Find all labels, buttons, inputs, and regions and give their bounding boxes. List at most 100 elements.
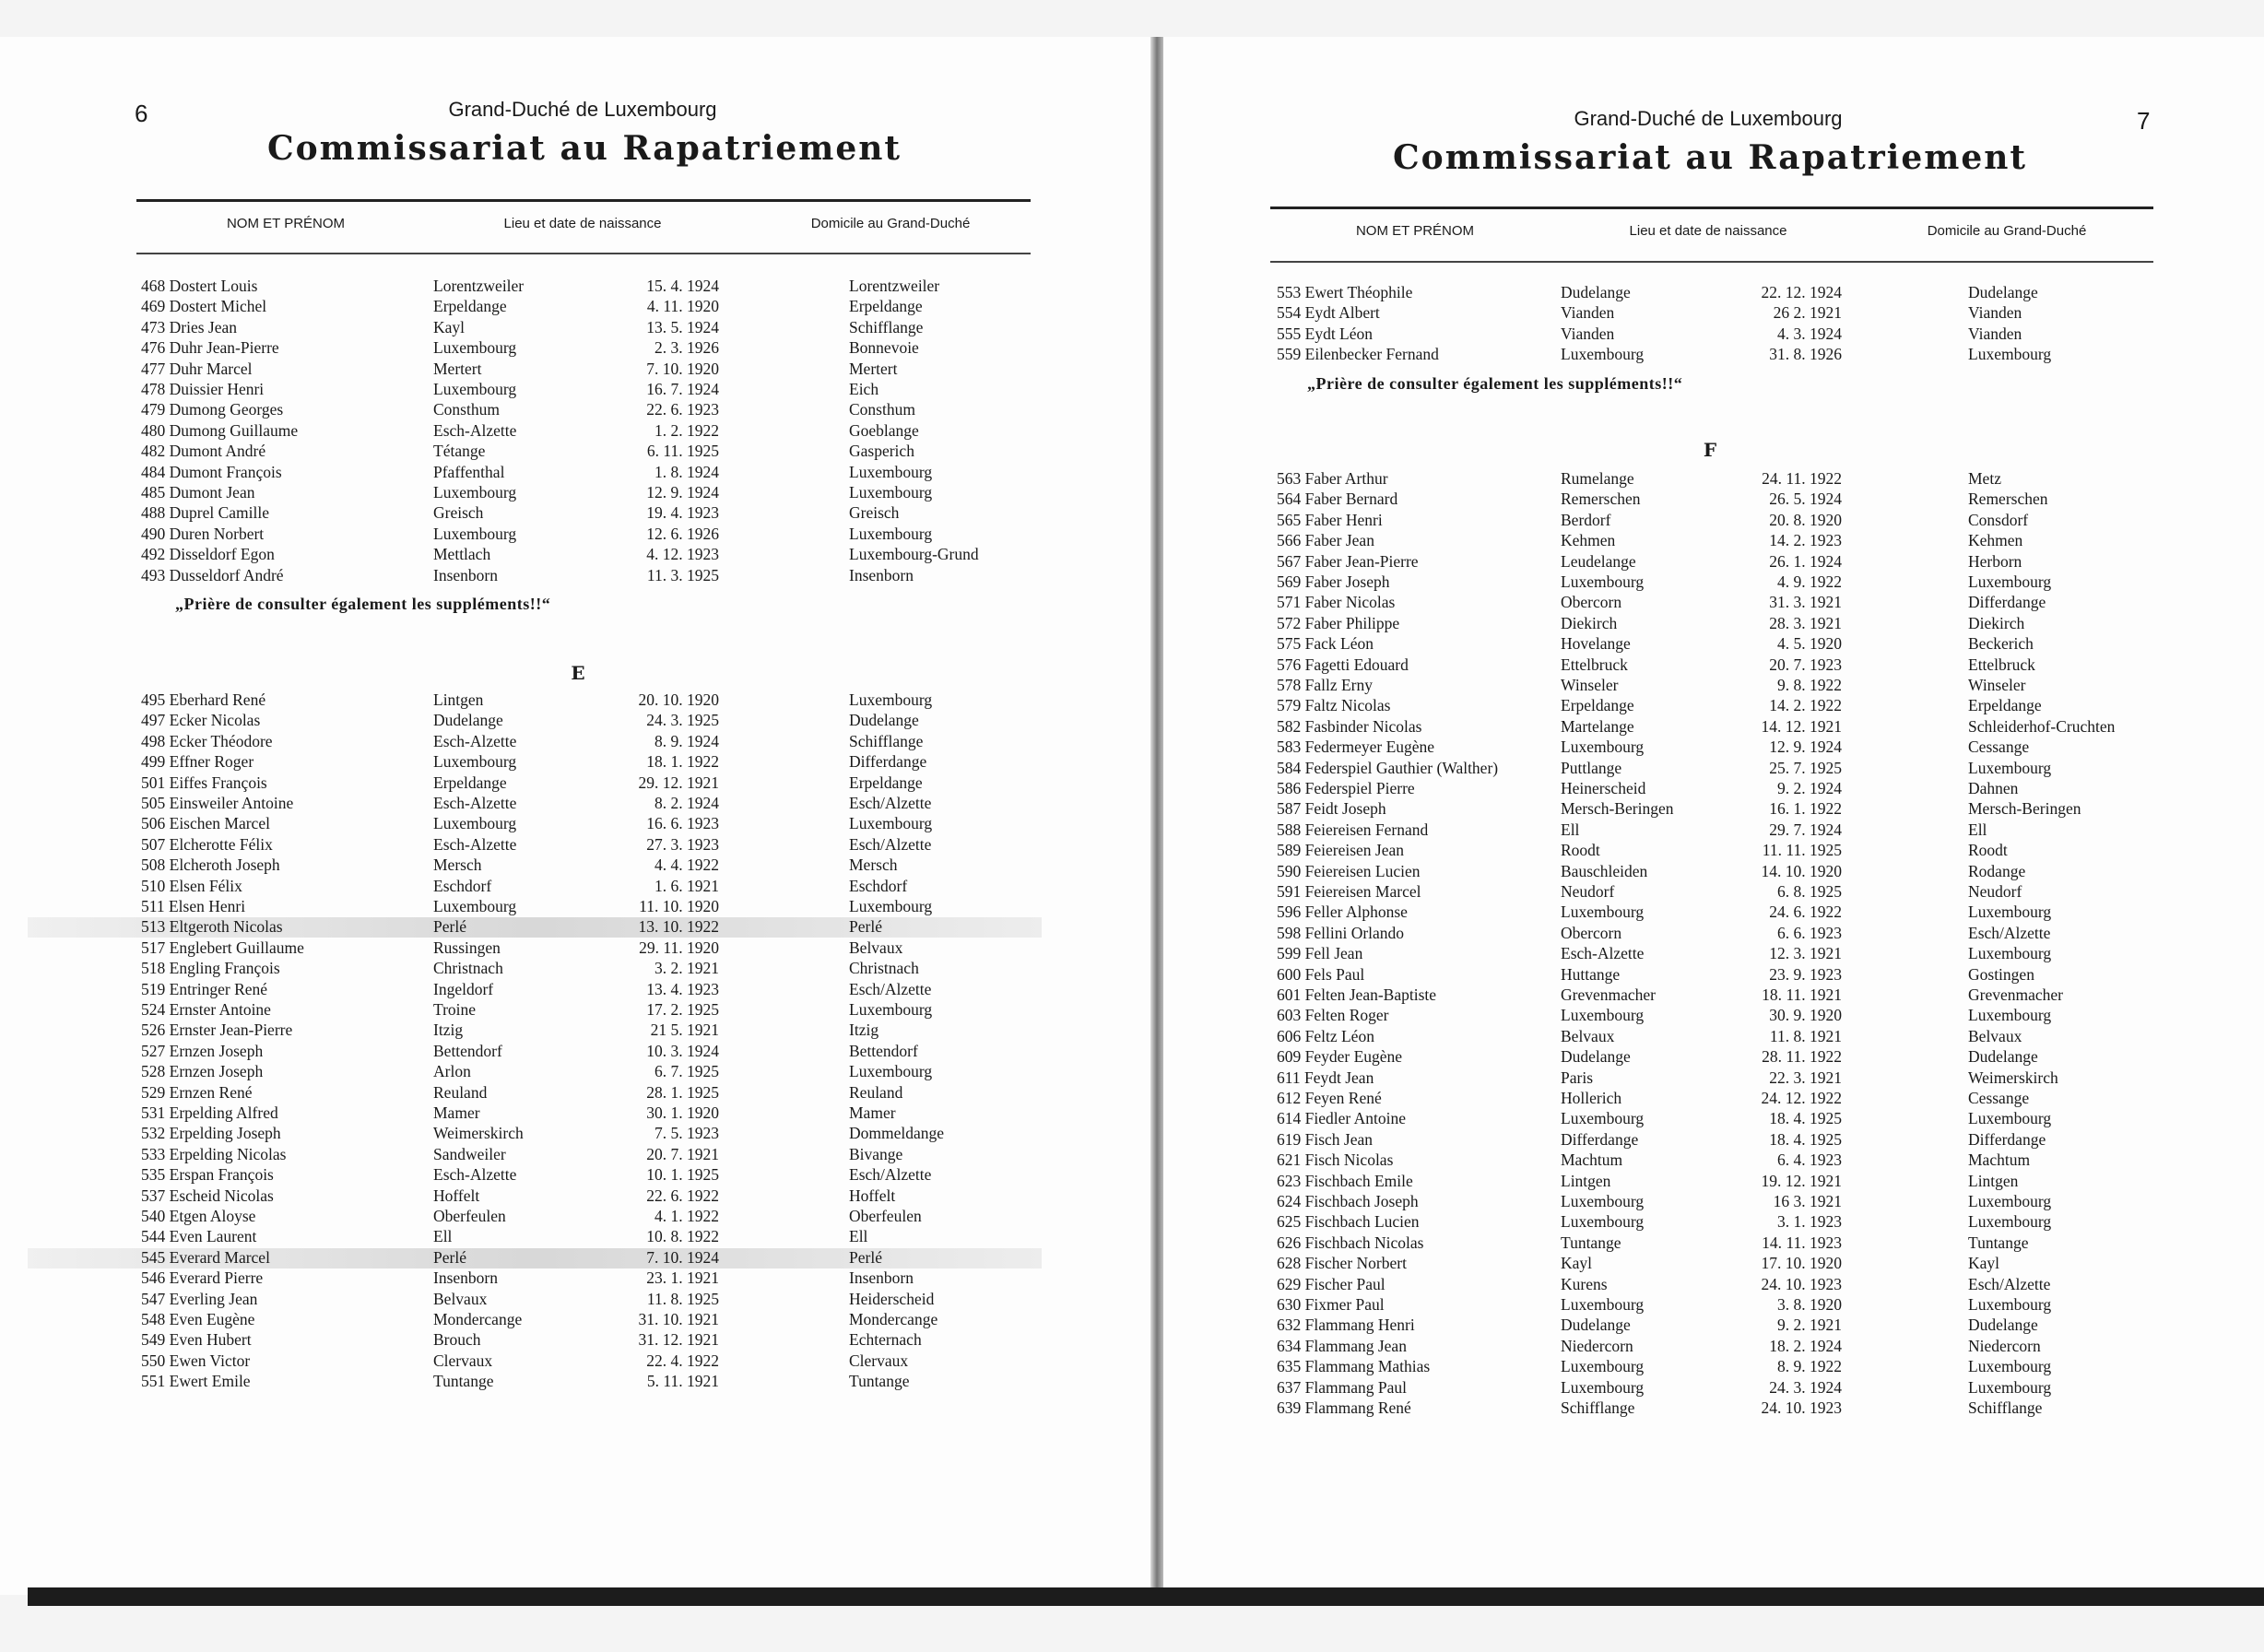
entry-number-and-name: 565 Faber Henri <box>1277 511 1383 530</box>
table-row: 566 Faber Jean Kehmen 14. 2. 1923 Kehmen <box>1272 531 2157 551</box>
entry-number-and-name: 473 Dries Jean <box>141 318 237 337</box>
birth-date: 7. 10. 1920 <box>646 359 719 378</box>
table-row: 498 Ecker Théodore Esch-Alzette 8. 9. 1924… <box>28 732 1042 752</box>
entry-number-and-name: 626 Fischbach Nicolas <box>1277 1233 1423 1253</box>
entry-number: 634 <box>1277 1336 1302 1355</box>
entry-name: Fellini Orlando <box>1304 923 1405 942</box>
entry-number: 637 <box>1277 1377 1302 1397</box>
domicile: Rodange <box>1968 861 2026 880</box>
birth-date: 27. 3. 1923 <box>646 834 719 854</box>
birthplace: Troine <box>433 1000 477 1019</box>
birth-date: 18. 4. 1925 <box>1769 1129 1842 1149</box>
birth-date: 22. 3. 1921 <box>1769 1068 1842 1087</box>
table-row: 499 Effner Roger Luxembourg 18. 1. 1922 Dif… <box>28 752 1042 773</box>
right-page <box>1160 37 2264 1595</box>
birth-date: 3. 2. 1921 <box>654 959 719 978</box>
birthplace: Machtum <box>1561 1150 1623 1170</box>
entry-number-and-name: 609 Feyder Eugène <box>1277 1047 1402 1067</box>
entry-number: 524 <box>141 1000 166 1019</box>
entry-number-and-name: 528 Ernzen Joseph <box>141 1062 263 1081</box>
birthplace: Lintgen <box>433 690 484 709</box>
birthplace: Luxembourg <box>1561 903 1645 922</box>
entry-number: 508 <box>141 856 166 875</box>
birthplace: Leudelange <box>1561 551 1636 571</box>
birth-date: 11. 11. 1925 <box>1762 841 1842 860</box>
entry-name: Feyder Eugène <box>1304 1047 1403 1067</box>
entry-number: 579 <box>1277 696 1302 715</box>
entry-number-and-name: 548 Even Eugène <box>141 1310 254 1329</box>
entry-number: 484 <box>141 462 166 481</box>
table-row: 572 Faber Philippe Diekirch 28. 3. 1921 Die… <box>1272 614 2157 634</box>
book-spine <box>1150 37 1163 1604</box>
table-row: 547 Everling Jean Belvaux 11. 8. 1925 Heide… <box>28 1290 1042 1310</box>
entry-name: Fallz Erny <box>1304 676 1374 694</box>
domicile: Hoffelt <box>849 1186 896 1205</box>
entry-number-and-name: 507 Elcherotte Félix <box>141 835 273 855</box>
entry-number: 519 <box>141 979 166 998</box>
entry-number-and-name: 480 Dumong Guillaume <box>141 421 298 441</box>
entry-number: 566 <box>1277 531 1302 550</box>
entry-number: 507 <box>141 834 166 854</box>
entry-name: Dries Jean <box>169 317 238 336</box>
birthplace: Russingen <box>433 938 501 957</box>
domicile: Luxembourg <box>849 690 933 709</box>
entry-number: 535 <box>141 1165 166 1185</box>
entry-number-and-name: 476 Duhr Jean-Pierre <box>141 338 279 358</box>
entry-name: Feltz Léon <box>1304 1026 1374 1045</box>
table-row: 511 Elsen Henri Luxembourg 11. 10. 1920 Lux… <box>28 897 1042 917</box>
domicile: Eich <box>849 380 879 398</box>
entry-name: Erpelding Alfred <box>169 1103 278 1122</box>
birthplace: Erpeldange <box>433 773 507 792</box>
table-row: 588 Feiereisen Fernand Ell 29. 7. 1924 Ell <box>1272 820 2157 841</box>
table-row: 559 Eilenbecker Fernand Luxembourg 31. 8. … <box>1272 345 2157 365</box>
domicile: Christnach <box>849 959 919 978</box>
entry-name: Escheid Nicolas <box>169 1186 274 1205</box>
birthplace: Mertert <box>433 359 482 378</box>
birth-date: 19. 12. 1921 <box>1761 1171 1843 1190</box>
entry-number: 624 <box>1277 1192 1302 1210</box>
entry-name: Federspiel Pierre <box>1304 779 1415 797</box>
birth-date: 22. 6. 1923 <box>646 400 719 419</box>
entry-name: Effner Roger <box>169 752 254 772</box>
domicile: Luxembourg <box>1968 1377 2052 1397</box>
domicile: Vianden <box>1968 303 2022 323</box>
birth-date: 14. 2. 1922 <box>1769 696 1842 715</box>
domicile: Erpeldange <box>849 297 923 316</box>
entry-number-and-name: 596 Feller Alphonse <box>1277 903 1408 922</box>
domicile: Schifflange <box>1968 1398 2043 1417</box>
birth-date: 23. 9. 1923 <box>1769 964 1842 984</box>
left-page <box>0 37 1154 1595</box>
entry-number-and-name: 624 Fischbach Joseph <box>1277 1192 1419 1211</box>
table-row: 632 Flammang Henri Dudelange 9. 2. 1921 Dud… <box>1272 1316 2157 1336</box>
domicile: Luxembourg <box>849 524 933 543</box>
table-row: 611 Feydt Jean Paris 22. 3. 1921 Weimerskir… <box>1272 1068 2157 1089</box>
domicile: Gostingen <box>1968 964 2034 984</box>
table-row: 601 Felten Jean-Baptiste Grevenmacher 18. … <box>1272 985 2157 1006</box>
entry-number: 590 <box>1277 861 1302 880</box>
country-heading: Grand-Duché de Luxembourg <box>448 98 717 121</box>
entry-number-and-name: 559 Eilenbecker Fernand <box>1277 345 1439 364</box>
entry-name: Dumong Guillaume <box>169 420 299 440</box>
birth-date: 21 5. 1921 <box>650 1021 719 1040</box>
entry-number: 468 <box>141 277 166 295</box>
birthplace: Luxembourg <box>1561 738 1645 757</box>
birth-date: 29. 12. 1921 <box>638 773 720 792</box>
entry-name: Duprel Camille <box>169 503 270 523</box>
entry-number: 493 <box>141 565 166 584</box>
entry-name: Fisch Jean <box>1304 1129 1374 1149</box>
table-row: 484 Dumont François Pfaffenthal 1. 8. 1924… <box>28 463 1042 483</box>
birthplace: Ell <box>1561 820 1580 839</box>
birthplace: Luxembourg <box>1561 1192 1645 1210</box>
birth-date: 4. 9. 1922 <box>1777 572 1842 591</box>
birth-date: 4. 3. 1924 <box>1777 324 1842 343</box>
birthplace: Luxembourg <box>1561 1212 1645 1232</box>
entry-number: 555 <box>1277 324 1302 343</box>
domicile: Tuntange <box>1968 1233 2029 1252</box>
table-row: 634 Flammang Jean Niedercorn 18. 2. 1924 Ni… <box>1272 1337 2157 1357</box>
entry-number-and-name: 526 Ernster Jean-Pierre <box>141 1021 292 1040</box>
domicile: Goeblange <box>849 420 919 440</box>
domicile: Ell <box>849 1227 868 1246</box>
table-row: 540 Etgen Aloyse Oberfeulen 4. 1. 1922 Ober… <box>28 1207 1042 1227</box>
entry-number-and-name: 544 Even Laurent <box>141 1227 256 1246</box>
entry-name: Ewert Théophile <box>1304 283 1413 301</box>
